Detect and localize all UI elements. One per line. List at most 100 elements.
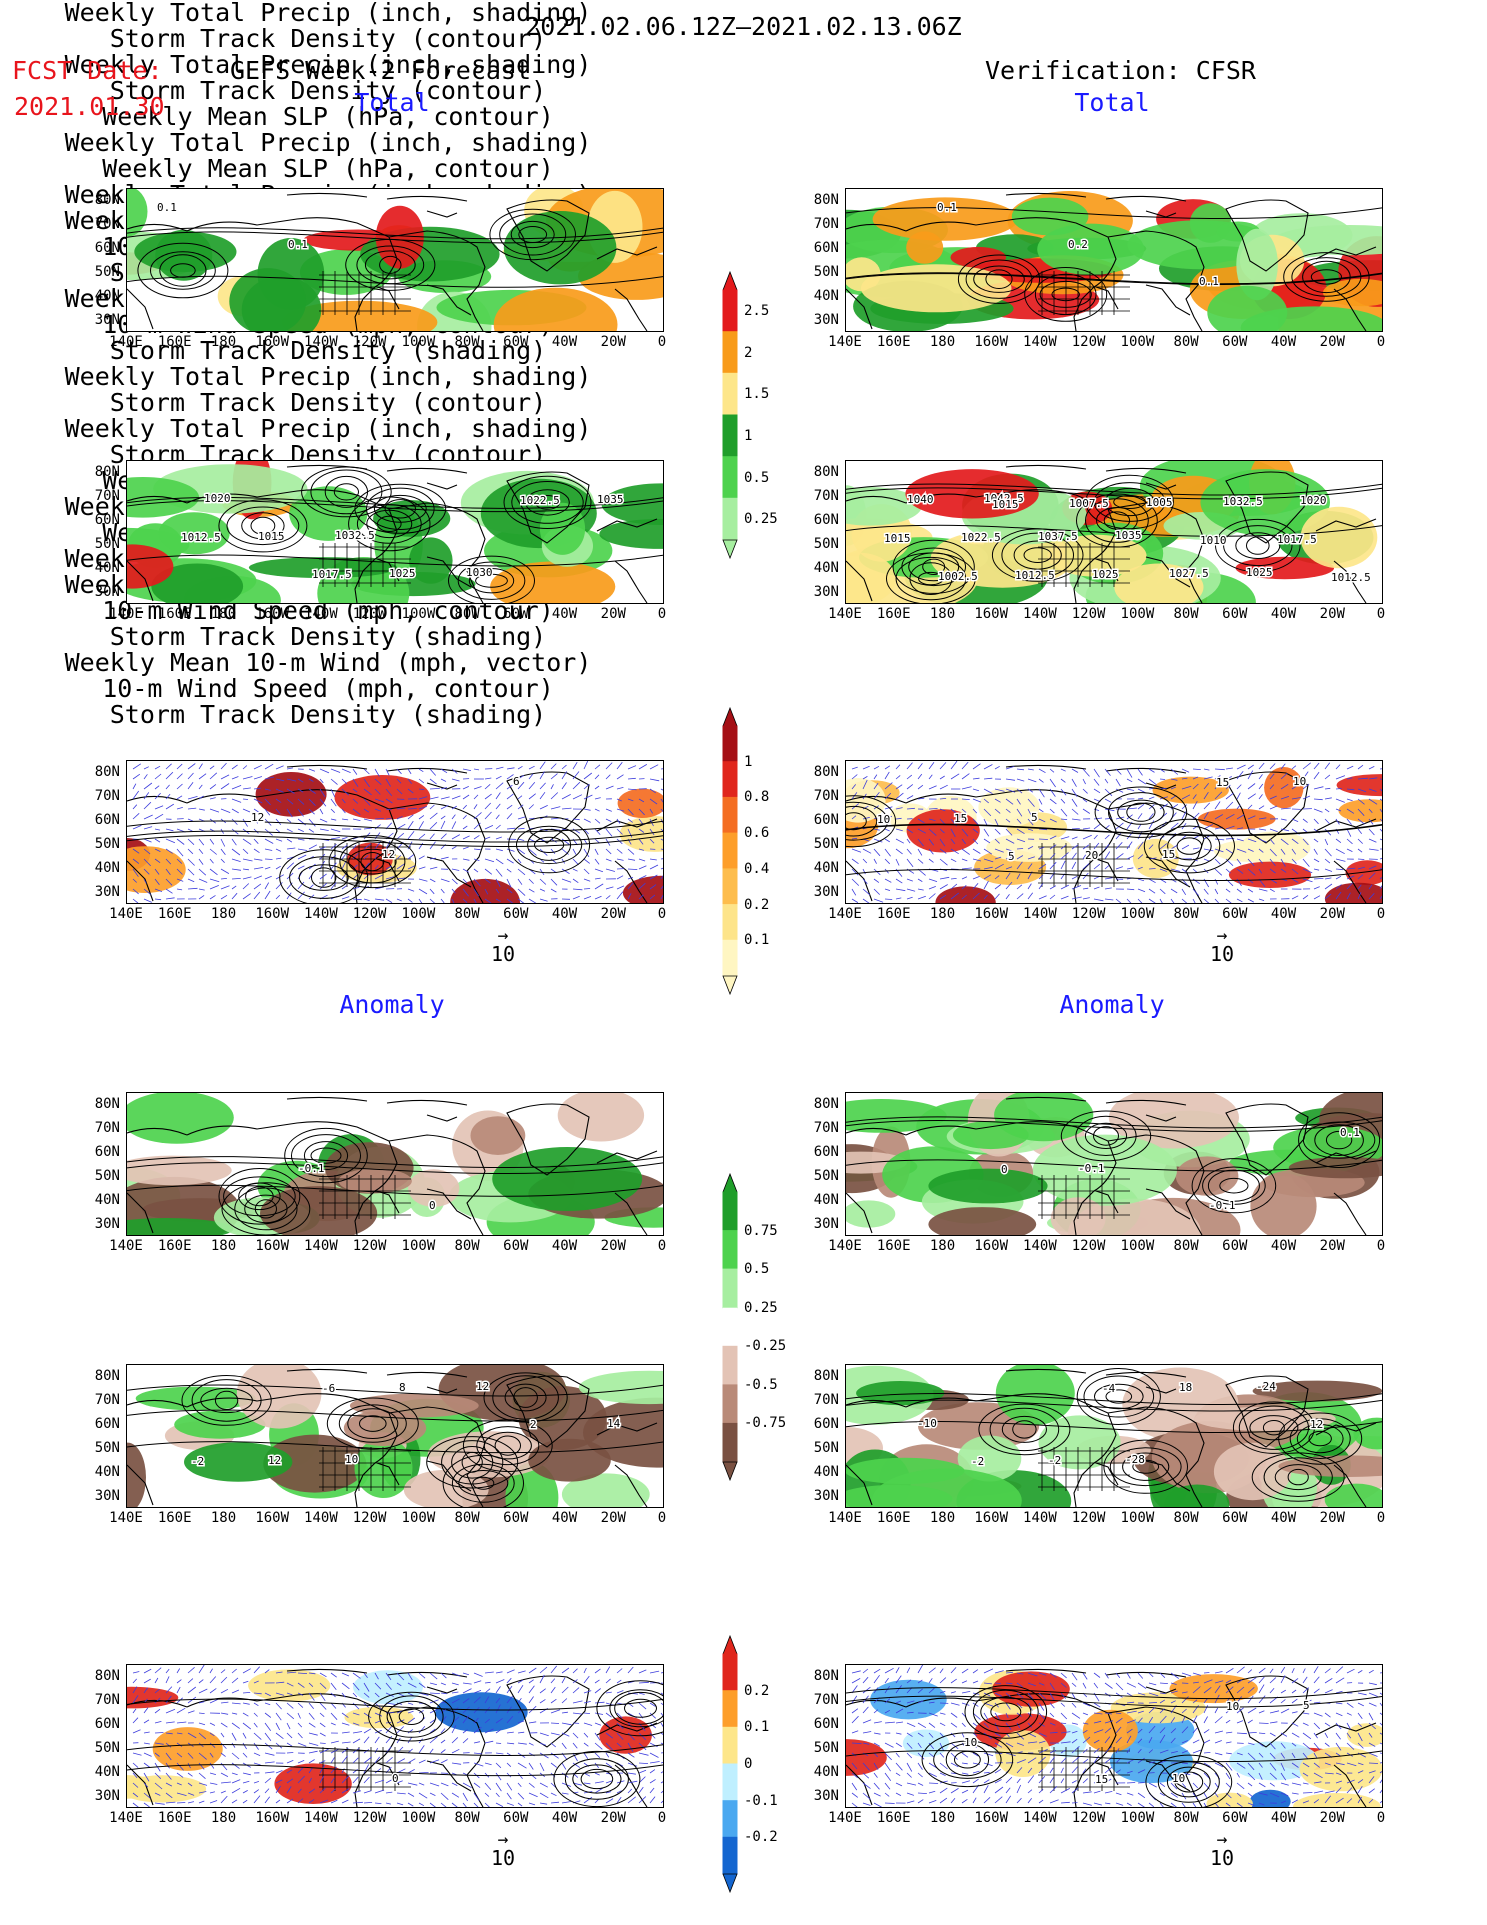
lon-label: 20W <box>600 334 626 350</box>
colorbar-label: -0.75 <box>744 1415 787 1432</box>
map-r-wind_anom[interactable]: 10 5 10 15 10 <box>845 1664 1383 1808</box>
colorbar-label: 2.5 <box>744 302 770 319</box>
panel-title-line: Storm Track Density (contour) <box>109 24 547 53</box>
colorbar-precip_anom <box>722 1172 802 1482</box>
lon-label: 0 <box>1376 334 1386 350</box>
contour-label: 15 <box>954 812 967 825</box>
lon-label: 60W <box>503 1810 529 1826</box>
contour-label: 15 <box>1095 1773 1108 1786</box>
contour-label: 1012.5 <box>181 531 221 544</box>
contour-label: 1035 <box>1115 529 1142 542</box>
lon-label: 160E <box>876 334 911 350</box>
map-r-precip_anom[interactable]: -0.1 -0.1 0.1 0 <box>845 1092 1383 1236</box>
lat-label: 70N <box>813 1692 839 1708</box>
lon-label: 80W <box>454 1510 480 1526</box>
vector-reference-value: 10 <box>490 1846 516 1870</box>
lon-label: 160W <box>255 906 290 922</box>
lon-label: 0 <box>1376 1810 1386 1826</box>
lat-label: 60N <box>94 512 120 528</box>
lat-label: 70N <box>94 1392 120 1408</box>
lon-label: 40W <box>1270 606 1297 622</box>
lat-label: 80N <box>94 1368 120 1384</box>
lat-label: 40N <box>94 1464 120 1480</box>
map-l-precip_anom[interactable]: -0.1 0 <box>126 1092 664 1236</box>
contour-label: -28 <box>1125 1453 1145 1466</box>
lon-label: 20W <box>1319 1810 1345 1826</box>
lon-label: 40W <box>1270 334 1297 350</box>
contour-label: 1042.5 <box>984 492 1024 505</box>
lon-label: 160W <box>255 1810 290 1826</box>
panel-title-line: Storm Track Density (contour) <box>109 76 547 105</box>
lat-label: 60N <box>94 1144 120 1160</box>
map-r-wind_total[interactable]: 5 15 10 15 20 15 10 5 <box>845 760 1383 904</box>
lon-label: 0 <box>1376 1510 1386 1526</box>
lon-label: 120W <box>352 1510 387 1526</box>
lon-label: 160E <box>876 1810 911 1826</box>
contour-label: 1040 <box>907 493 934 506</box>
map-l-wind_total[interactable]: 12 12 6 <box>126 760 664 904</box>
lon-label: 120W <box>352 606 387 622</box>
lon-label: 100W <box>401 606 436 622</box>
lon-label: 80W <box>454 906 480 922</box>
lat-label: 50N <box>94 1740 120 1756</box>
map-r-slp_total[interactable]: 1042.5 1035 1025 1040 1037.5 1027.5 1020 1022.5… <box>845 460 1383 604</box>
lon-label: 80W <box>1173 1238 1199 1254</box>
lon-label: 140E <box>828 606 862 622</box>
panel-title-line: Weekly Mean SLP (hPa, contour) <box>102 154 554 183</box>
map-l-slp_total[interactable]: 1020 1032.5 1030 1035 1015 1025 1022.5 1012.5 10… <box>126 460 664 604</box>
lon-label: 0 <box>657 1810 667 1826</box>
contour-label: 1012.5 <box>1331 571 1371 584</box>
lat-label: 80N <box>94 192 120 208</box>
panel-title-line: Storm Track Density (contour) <box>109 388 547 417</box>
lon-label: 20W <box>600 1238 626 1254</box>
contour-label: -6 <box>322 1382 335 1395</box>
contour-label: 12 <box>251 811 264 824</box>
lon-label: 160E <box>157 606 192 622</box>
map-l-precip_total[interactable]: 0.1 0.1 <box>126 188 664 332</box>
lon-label: 60W <box>1222 1238 1248 1254</box>
left-anomaly-label: Anomaly <box>339 990 445 1019</box>
contour-label: 1020 <box>204 492 231 505</box>
lon-label: 0 <box>1376 906 1386 922</box>
lon-label: 140W <box>1023 1510 1057 1526</box>
lon-label: 0 <box>657 1510 667 1526</box>
lon-label: 180 <box>929 606 956 622</box>
colorbar-storm_total <box>722 706 802 996</box>
lon-label: 160E <box>157 906 192 922</box>
colorbar-label: -0.25 <box>744 1338 787 1355</box>
panel-title-line: Storm Track Density (shading) <box>109 622 547 651</box>
lat-label: 30N <box>94 884 120 900</box>
map-r-precip_total[interactable]: 0.1 0.2 0.1 <box>845 188 1383 332</box>
lon-label: 100W <box>1120 1238 1155 1254</box>
fcst-date-value: 2021.01.30 <box>14 92 165 121</box>
contour-label: 1035 <box>597 493 624 506</box>
panel-title-line: Weekly Mean SLP (hPa, contour) <box>102 102 554 131</box>
colorbar-label: 2 <box>744 344 753 361</box>
lat-label: 80N <box>94 1096 120 1112</box>
lon-label: 180 <box>210 906 237 922</box>
lon-label: 160E <box>157 1810 192 1826</box>
lon-label: 160E <box>876 1238 911 1254</box>
lon-label: 120W <box>352 1238 387 1254</box>
colorbar-storm_anom <box>722 1634 802 1894</box>
lon-label: 160E <box>876 606 911 622</box>
map-l-wind_anom[interactable]: 0 <box>126 1664 664 1808</box>
lon-label: 100W <box>401 1238 436 1254</box>
lon-label: 40W <box>1270 1238 1297 1254</box>
contour-label: 1022.5 <box>520 494 560 507</box>
lon-label: 80W <box>1173 606 1199 622</box>
map-l-slp_anom[interactable]: 10 12 14 12 8 2 -2 -6 <box>126 1364 664 1508</box>
contour-label: -10 <box>917 1417 937 1430</box>
lon-label: 20W <box>1319 334 1345 350</box>
lon-label: 140W <box>1023 606 1057 622</box>
panel-title-line: Weekly Total Precip (inch, shading) <box>64 128 592 157</box>
lon-label: 120W <box>1071 906 1106 922</box>
map-r-slp_anom[interactable]: -28 -24 -10 -2 18 12 -2 -4 <box>845 1364 1383 1508</box>
colorbar-label: -0.5 <box>744 1376 778 1393</box>
lon-label: 60W <box>1222 606 1248 622</box>
contour-label: 10 <box>345 1453 358 1466</box>
lat-label: 30N <box>94 1216 120 1232</box>
lat-label: 30N <box>813 884 839 900</box>
lon-label: 140W <box>1023 334 1057 350</box>
contour-label: 1032.5 <box>335 529 375 542</box>
